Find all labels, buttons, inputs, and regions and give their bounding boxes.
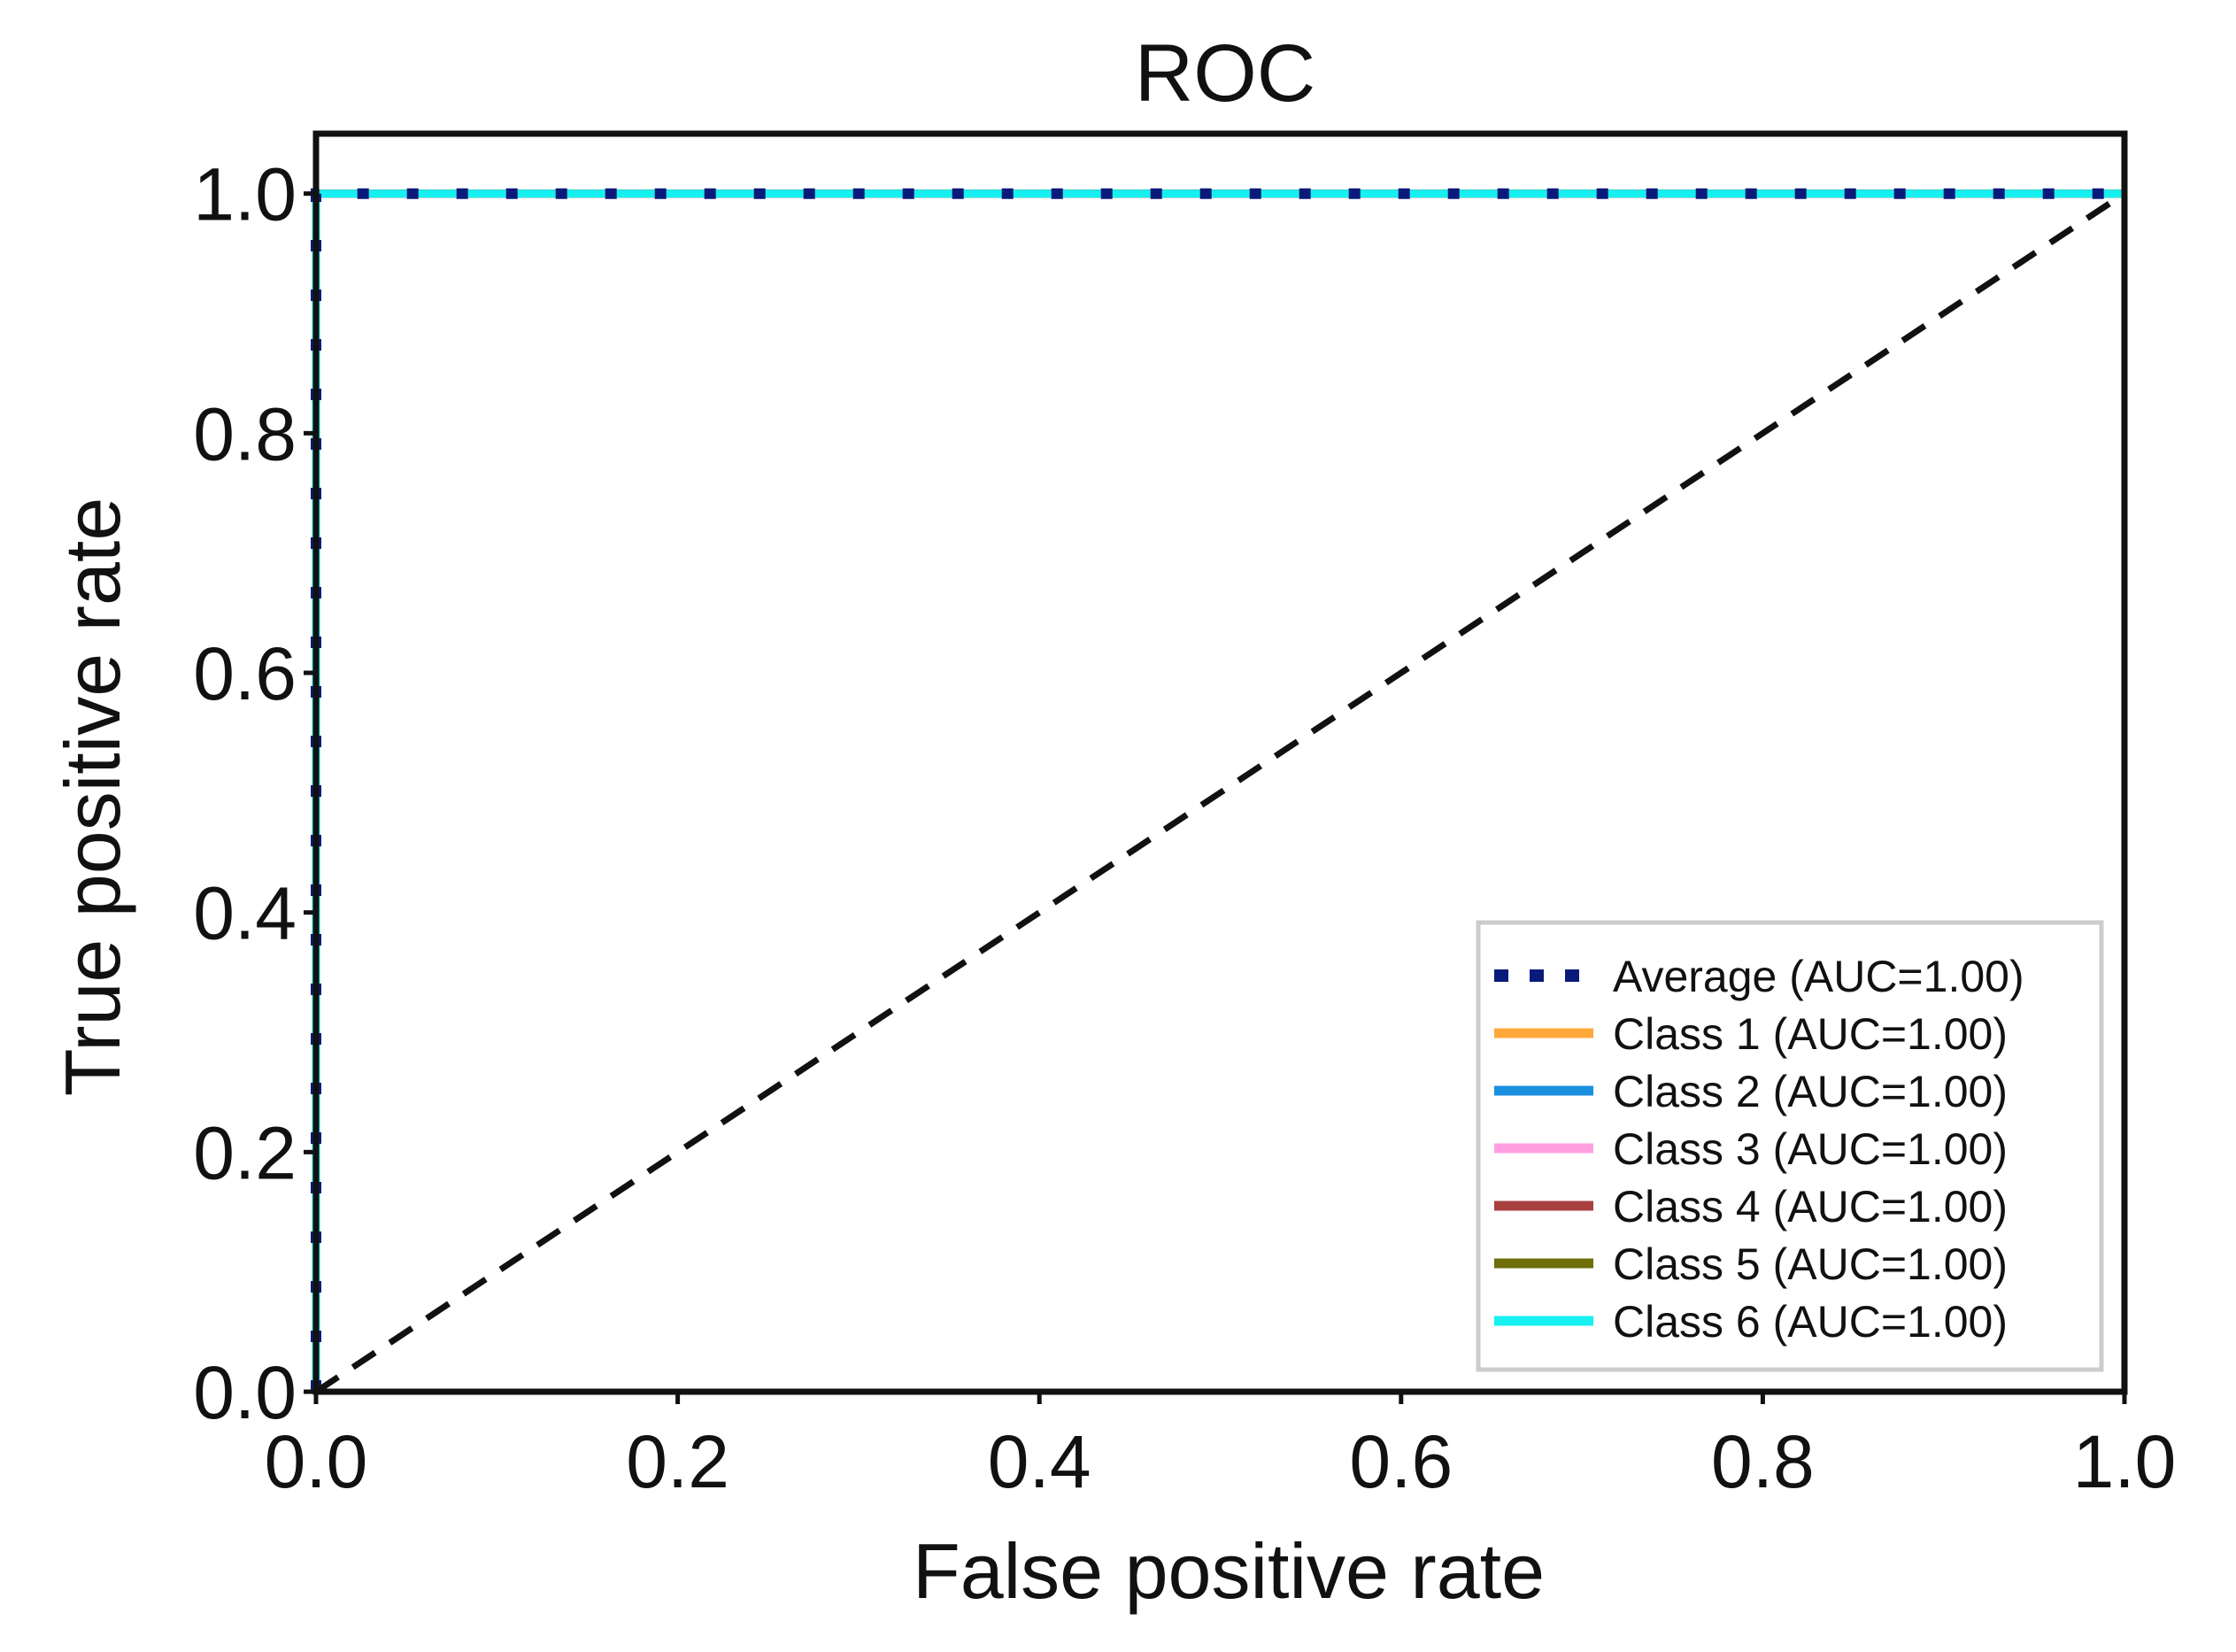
plot-frame <box>312 130 2128 1395</box>
legend-entries: Average (AUC=1.00) Class 1 (AUC=1.00) Clas… <box>1494 952 2024 1347</box>
y-tick-label: 0.0 <box>193 1351 297 1434</box>
legend-label-class-3: Class 3 (AUC=1.00) <box>1613 1124 2008 1174</box>
x-axis-ticks: 0.0 0.2 0.4 0.6 0.8 1.0 <box>265 1392 2177 1503</box>
legend-label-class-4: Class 4 (AUC=1.00) <box>1613 1182 2008 1231</box>
y-tick-label: 0.2 <box>193 1111 297 1194</box>
y-axis-label: True positive rate <box>49 498 136 1097</box>
x-tick-label: 0.8 <box>1711 1420 1815 1503</box>
legend-label-class-5: Class 5 (AUC=1.00) <box>1613 1239 2008 1289</box>
x-axis-label: False positive rate <box>913 1527 1545 1615</box>
y-axis-ticks: 0.0 0.2 0.4 0.6 0.8 1.0 <box>193 153 316 1434</box>
y-tick-label: 0.8 <box>193 392 297 475</box>
y-tick-label: 0.6 <box>193 632 297 715</box>
reference-layer <box>314 190 2126 1394</box>
x-tick-label: 1.0 <box>2073 1420 2177 1503</box>
legend-label-average: Average (AUC=1.00) <box>1613 952 2024 1001</box>
y-tick-label: 1.0 <box>193 153 297 236</box>
chart-title: ROC <box>1135 28 1315 119</box>
legend: Average (AUC=1.00) Class 1 (AUC=1.00) Clas… <box>1476 920 2104 1372</box>
y-tick-label: 0.4 <box>193 872 297 955</box>
legend-label-class-6: Class 6 (AUC=1.00) <box>1613 1297 2008 1347</box>
legend-label-class-1: Class 1 (AUC=1.00) <box>1613 1009 2008 1059</box>
x-tick-label: 0.2 <box>626 1420 729 1503</box>
x-tick-label: 0.6 <box>1349 1420 1453 1503</box>
x-tick-label: 0.4 <box>988 1420 1091 1503</box>
x-tick-label: 0.0 <box>265 1420 368 1503</box>
chance-diagonal-line <box>314 190 2126 1394</box>
legend-label-class-2: Class 2 (AUC=1.00) <box>1613 1067 2008 1116</box>
